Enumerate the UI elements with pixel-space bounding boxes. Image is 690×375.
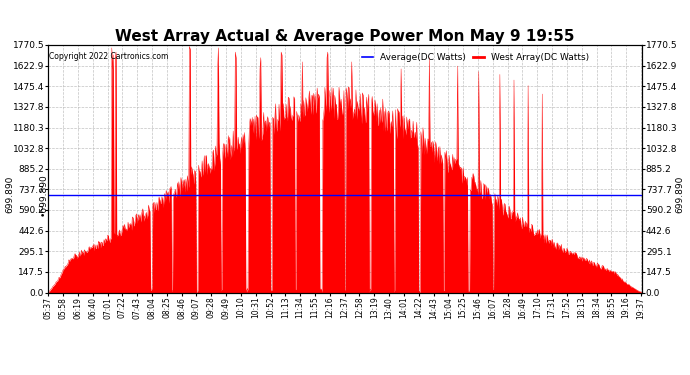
Text: Copyright 2022 Cartronics.com: Copyright 2022 Cartronics.com	[50, 53, 169, 62]
Legend: Average(DC Watts), West Array(DC Watts): Average(DC Watts), West Array(DC Watts)	[358, 50, 593, 66]
Title: West Array Actual & Average Power Mon May 9 19:55: West Array Actual & Average Power Mon Ma…	[115, 29, 575, 44]
Text: •699.890: •699.890	[39, 173, 48, 216]
Text: 699.890: 699.890	[6, 176, 14, 213]
Text: 699.890: 699.890	[676, 176, 684, 213]
